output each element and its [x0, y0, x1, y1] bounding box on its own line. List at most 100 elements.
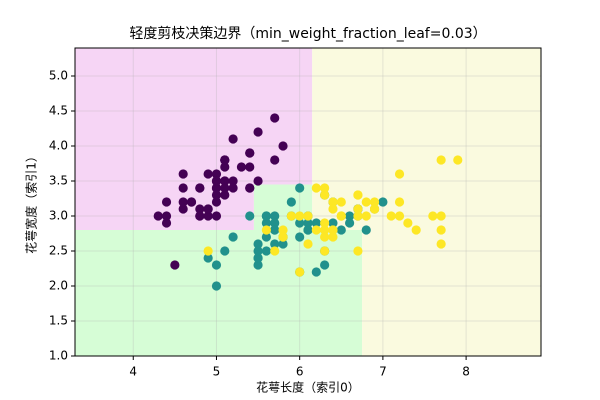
point — [178, 204, 188, 214]
point — [228, 134, 238, 144]
point — [286, 211, 296, 221]
point — [270, 225, 280, 235]
point — [203, 169, 213, 179]
y-tick-label: 3.0 — [49, 209, 68, 223]
point — [394, 211, 405, 221]
point — [211, 211, 222, 221]
x-tick-label: 4 — [129, 365, 137, 379]
y-tick-label: 3.5 — [49, 174, 68, 188]
point — [245, 148, 255, 158]
point — [320, 232, 330, 242]
point — [211, 281, 222, 291]
point — [353, 190, 363, 200]
point — [311, 267, 321, 277]
point — [320, 183, 330, 193]
point — [295, 232, 305, 242]
x-axis-label: 花萼长度（索引0） — [256, 380, 360, 395]
point — [270, 211, 280, 221]
point — [253, 246, 263, 256]
point — [411, 225, 421, 235]
point — [220, 176, 230, 186]
point — [336, 225, 346, 235]
point — [178, 197, 188, 207]
point — [195, 183, 205, 193]
point — [328, 225, 338, 235]
point — [345, 218, 355, 228]
point — [295, 267, 305, 277]
point — [261, 232, 271, 242]
point — [245, 162, 255, 172]
point — [386, 211, 396, 221]
x-tick-label: 8 — [462, 365, 470, 379]
point — [328, 204, 338, 214]
point — [203, 253, 213, 263]
point — [295, 211, 305, 221]
y-tick-label: 1.5 — [49, 314, 68, 328]
point — [211, 169, 222, 179]
point — [378, 197, 388, 207]
y-tick-label: 2.0 — [49, 279, 68, 293]
point — [320, 246, 330, 256]
point — [186, 197, 197, 207]
point — [270, 218, 280, 228]
point — [320, 260, 330, 270]
point — [436, 239, 446, 249]
point — [220, 183, 230, 193]
y-tick-label: 4.5 — [49, 104, 68, 118]
point — [320, 190, 330, 200]
x-tick-label: 7 — [379, 365, 387, 379]
point — [195, 211, 205, 221]
point — [253, 176, 263, 186]
point — [228, 232, 238, 242]
point — [278, 232, 288, 242]
point — [203, 246, 213, 256]
point — [311, 218, 321, 228]
point — [245, 183, 255, 193]
point — [278, 225, 288, 235]
point — [278, 141, 288, 151]
y-tick-label: 2.5 — [49, 244, 68, 258]
y-axis-label: 花萼宽度（索引1） — [24, 150, 39, 254]
point — [320, 225, 330, 235]
point — [295, 218, 305, 228]
point — [353, 211, 363, 221]
point — [286, 197, 296, 207]
point — [220, 162, 230, 172]
point — [369, 204, 380, 214]
point — [178, 169, 188, 179]
point — [336, 197, 346, 207]
point — [270, 113, 280, 123]
point — [220, 155, 230, 165]
point — [361, 225, 371, 235]
point — [161, 211, 172, 221]
point — [161, 197, 172, 207]
point — [253, 127, 263, 137]
point — [220, 246, 230, 256]
point — [261, 246, 271, 256]
y-tick-label: 5.0 — [49, 69, 68, 83]
y-tick-label: 4.0 — [49, 139, 68, 153]
point — [253, 253, 263, 263]
point — [278, 239, 288, 249]
y-tick-label: 1.0 — [49, 349, 68, 363]
point — [203, 204, 213, 214]
point — [311, 183, 321, 193]
point — [236, 162, 247, 172]
point — [253, 260, 263, 270]
point — [361, 211, 371, 221]
point — [436, 211, 446, 221]
point — [211, 183, 222, 193]
point — [303, 225, 313, 235]
point — [270, 239, 280, 249]
plot-frame — [74, 47, 542, 357]
point — [270, 246, 280, 256]
point — [369, 197, 380, 207]
point — [178, 183, 188, 193]
point — [261, 225, 271, 235]
point — [336, 211, 346, 221]
point — [211, 260, 222, 270]
point — [153, 211, 163, 221]
point — [203, 211, 213, 221]
